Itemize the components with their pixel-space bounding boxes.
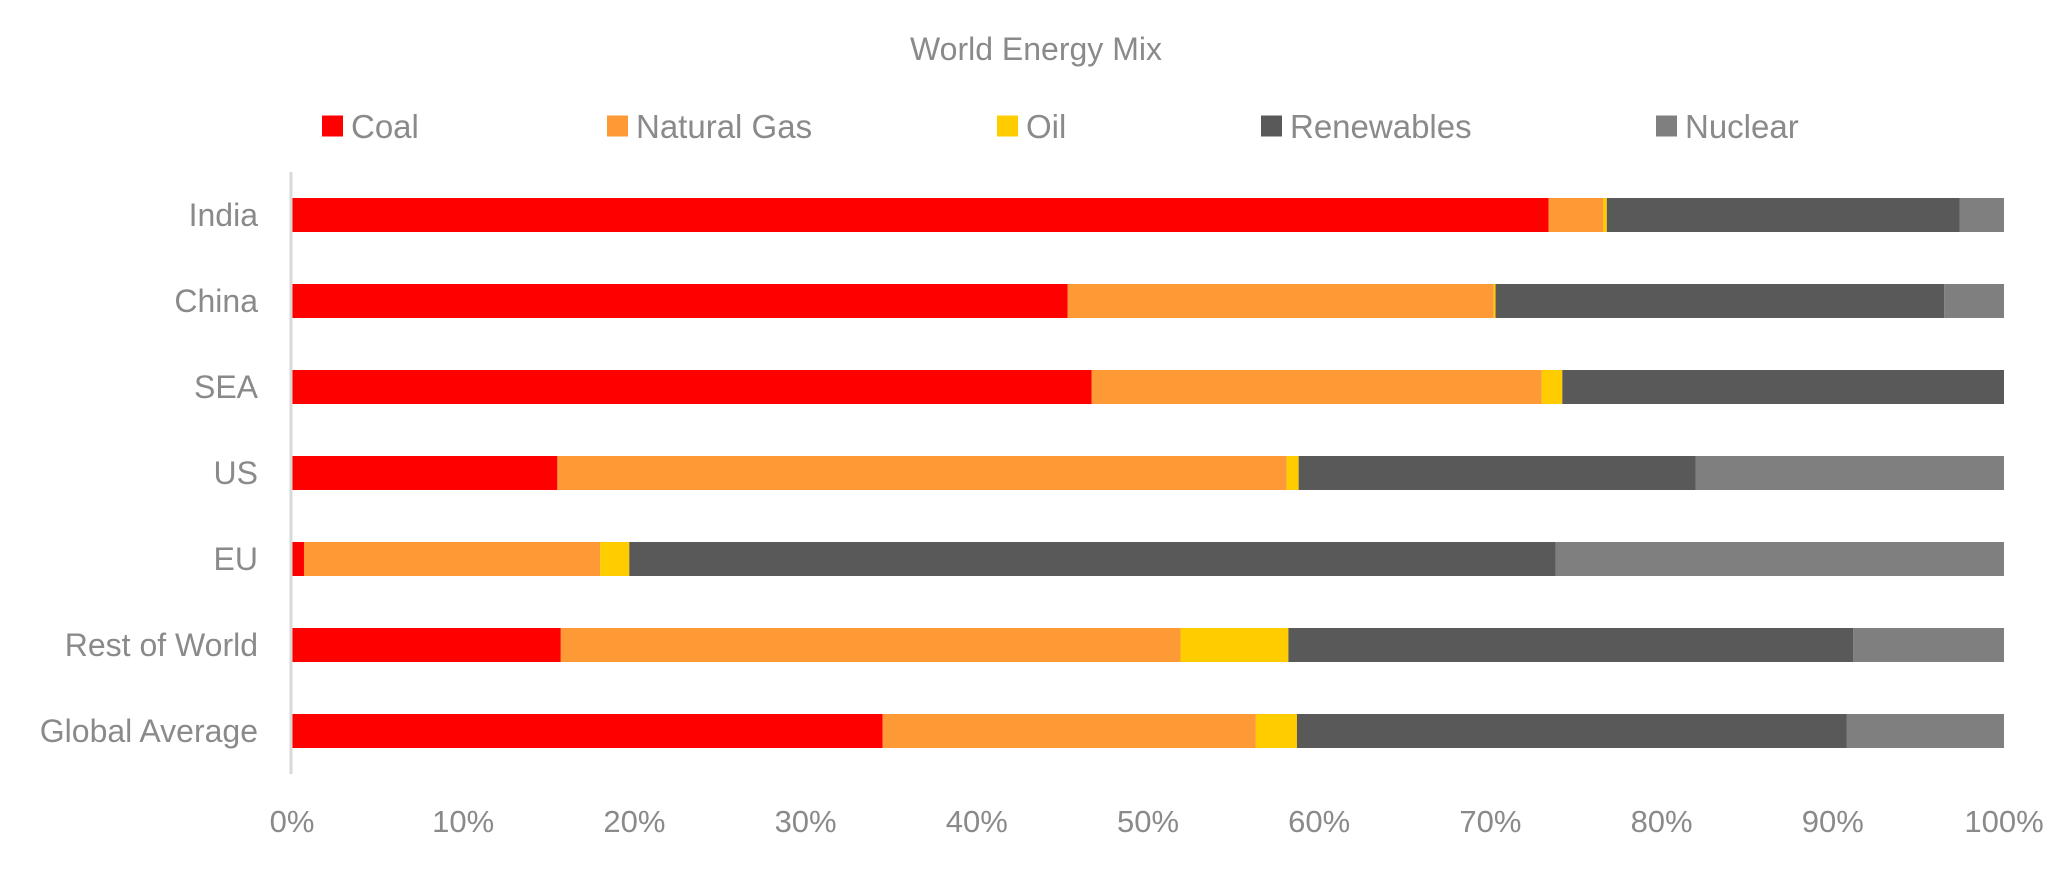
legend-swatch-renewables bbox=[1261, 115, 1282, 137]
bar-global-average-natural-gas bbox=[882, 714, 1256, 748]
x-tick-50pct: 50% bbox=[1117, 804, 1179, 839]
bar-india-nuclear bbox=[1959, 198, 2004, 232]
bar-rest-of-world-nuclear bbox=[1853, 628, 2004, 662]
bar-global-average-coal bbox=[292, 714, 883, 748]
legend-swatch-natural-gas bbox=[607, 115, 628, 137]
x-tick-70pct: 70% bbox=[1459, 804, 1521, 839]
bar-us-renewables bbox=[1298, 456, 1696, 490]
bar-china-coal bbox=[292, 284, 1068, 318]
bar-india-natural-gas bbox=[1548, 198, 1604, 232]
chart-title: World Energy Mix bbox=[910, 31, 1162, 67]
category-label-china: China bbox=[174, 283, 258, 319]
x-tick-90pct: 90% bbox=[1802, 804, 1864, 839]
bar-rest-of-world-natural-gas bbox=[560, 628, 1181, 662]
x-tick-20pct: 20% bbox=[603, 804, 665, 839]
legend: Coal Natural Gas Oil Renewables Nuclear bbox=[322, 108, 1799, 145]
category-label-sea: SEA bbox=[194, 369, 259, 405]
category-label-us: US bbox=[214, 455, 258, 491]
legend-label-coal: Coal bbox=[351, 108, 419, 145]
bar-us-nuclear bbox=[1695, 456, 2004, 490]
bar-rest-of-world-renewables bbox=[1288, 628, 1854, 662]
bar-global-average-oil bbox=[1255, 714, 1297, 748]
bar-india-coal bbox=[292, 198, 1549, 232]
bar-us-coal bbox=[292, 456, 558, 490]
category-label-global-average: Global Average bbox=[40, 713, 258, 749]
x-tick-40pct: 40% bbox=[946, 804, 1008, 839]
bar-eu-oil bbox=[600, 542, 630, 576]
bar-us-natural-gas bbox=[557, 456, 1287, 490]
bar-eu-nuclear bbox=[1555, 542, 2004, 576]
bar-china-nuclear bbox=[1944, 284, 2004, 318]
x-tick-80pct: 80% bbox=[1631, 804, 1693, 839]
bar-sea-renewables bbox=[1562, 370, 2004, 404]
category-labels: India China SEA US EU Rest of World Global Ave… bbox=[40, 197, 259, 749]
category-label-eu: EU bbox=[214, 541, 258, 577]
bar-us-oil bbox=[1286, 456, 1299, 490]
category-label-rest-of-world: Rest of World bbox=[65, 627, 258, 663]
legend-swatch-coal bbox=[322, 115, 343, 137]
x-tick-10pct: 10% bbox=[432, 804, 494, 839]
legend-swatch-nuclear bbox=[1656, 115, 1677, 137]
legend-swatch-oil bbox=[997, 115, 1018, 137]
x-tick-100pct: 100% bbox=[1964, 804, 2043, 839]
bar-sea-coal bbox=[292, 370, 1092, 404]
legend-label-renewables: Renewables bbox=[1290, 108, 1472, 145]
bar-india-renewables bbox=[1606, 198, 1960, 232]
bar-rest-of-world-oil bbox=[1180, 628, 1289, 662]
legend-label-oil: Oil bbox=[1026, 108, 1066, 145]
bar-rest-of-world-coal bbox=[292, 628, 561, 662]
bar-global-average-renewables bbox=[1296, 714, 1847, 748]
bars bbox=[292, 198, 2004, 748]
bar-eu-natural-gas bbox=[303, 542, 601, 576]
bar-eu-renewables bbox=[629, 542, 1556, 576]
x-axis-ticks: 0% 10% 20% 30% 40% 50% 60% 70% 80% 90% 100% bbox=[270, 804, 2044, 839]
category-label-india: India bbox=[189, 197, 259, 233]
bar-china-oil bbox=[1493, 284, 1496, 318]
x-tick-60pct: 60% bbox=[1288, 804, 1350, 839]
bar-global-average-nuclear bbox=[1846, 714, 2004, 748]
bar-sea-natural-gas bbox=[1091, 370, 1542, 404]
bar-india-oil bbox=[1603, 198, 1607, 232]
x-tick-0pct: 0% bbox=[270, 804, 315, 839]
x-tick-30pct: 30% bbox=[775, 804, 837, 839]
bar-china-renewables bbox=[1495, 284, 1945, 318]
legend-label-natural-gas: Natural Gas bbox=[636, 108, 812, 145]
bar-china-natural-gas bbox=[1067, 284, 1494, 318]
bar-sea-oil bbox=[1541, 370, 1563, 404]
legend-label-nuclear: Nuclear bbox=[1685, 108, 1799, 145]
bar-eu-coal bbox=[292, 542, 304, 576]
